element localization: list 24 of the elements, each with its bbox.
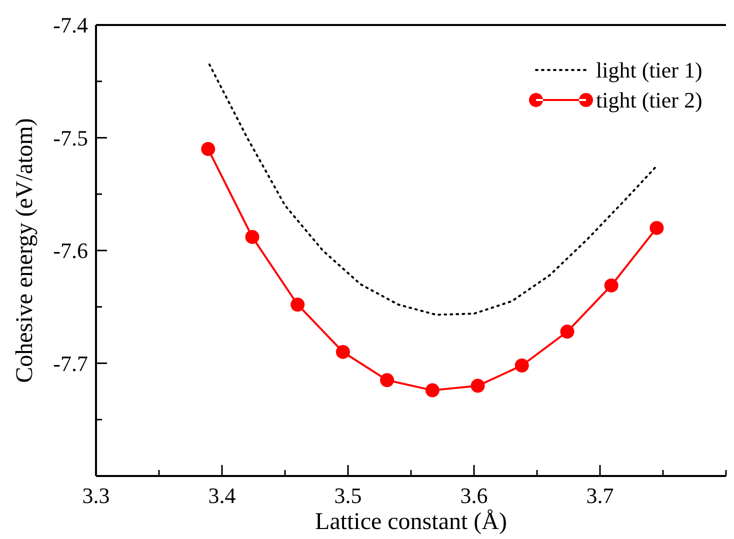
point bbox=[560, 324, 574, 339]
legend-label: tight (tier 2) bbox=[596, 88, 702, 113]
x-tick-label: 3.4 bbox=[208, 483, 236, 508]
x-tick-label: 3.3 bbox=[82, 483, 110, 508]
point bbox=[201, 142, 216, 156]
y-tick-label: -7.6 bbox=[53, 238, 88, 264]
y-tick-label: -7.4 bbox=[53, 12, 88, 38]
point bbox=[380, 373, 394, 388]
y-tick-label: -7.7 bbox=[53, 350, 88, 376]
point bbox=[245, 230, 260, 244]
point bbox=[514, 358, 529, 373]
point bbox=[425, 383, 440, 398]
x-tick-label: 3.5 bbox=[334, 483, 362, 508]
point bbox=[336, 344, 350, 359]
point bbox=[650, 220, 664, 235]
point bbox=[604, 278, 618, 292]
x-tick-label: 3.6 bbox=[460, 483, 488, 508]
x-axis-title: Lattice constant (Å) bbox=[315, 509, 507, 535]
point bbox=[290, 298, 305, 312]
legend-label: light (tier 1) bbox=[596, 58, 702, 83]
x-tick-label: 3.7 bbox=[586, 483, 614, 508]
y-tick-label: -7.5 bbox=[53, 125, 88, 150]
y-axis-title: Cohesive energy (eV/atom) bbox=[12, 118, 38, 383]
point bbox=[470, 378, 485, 393]
